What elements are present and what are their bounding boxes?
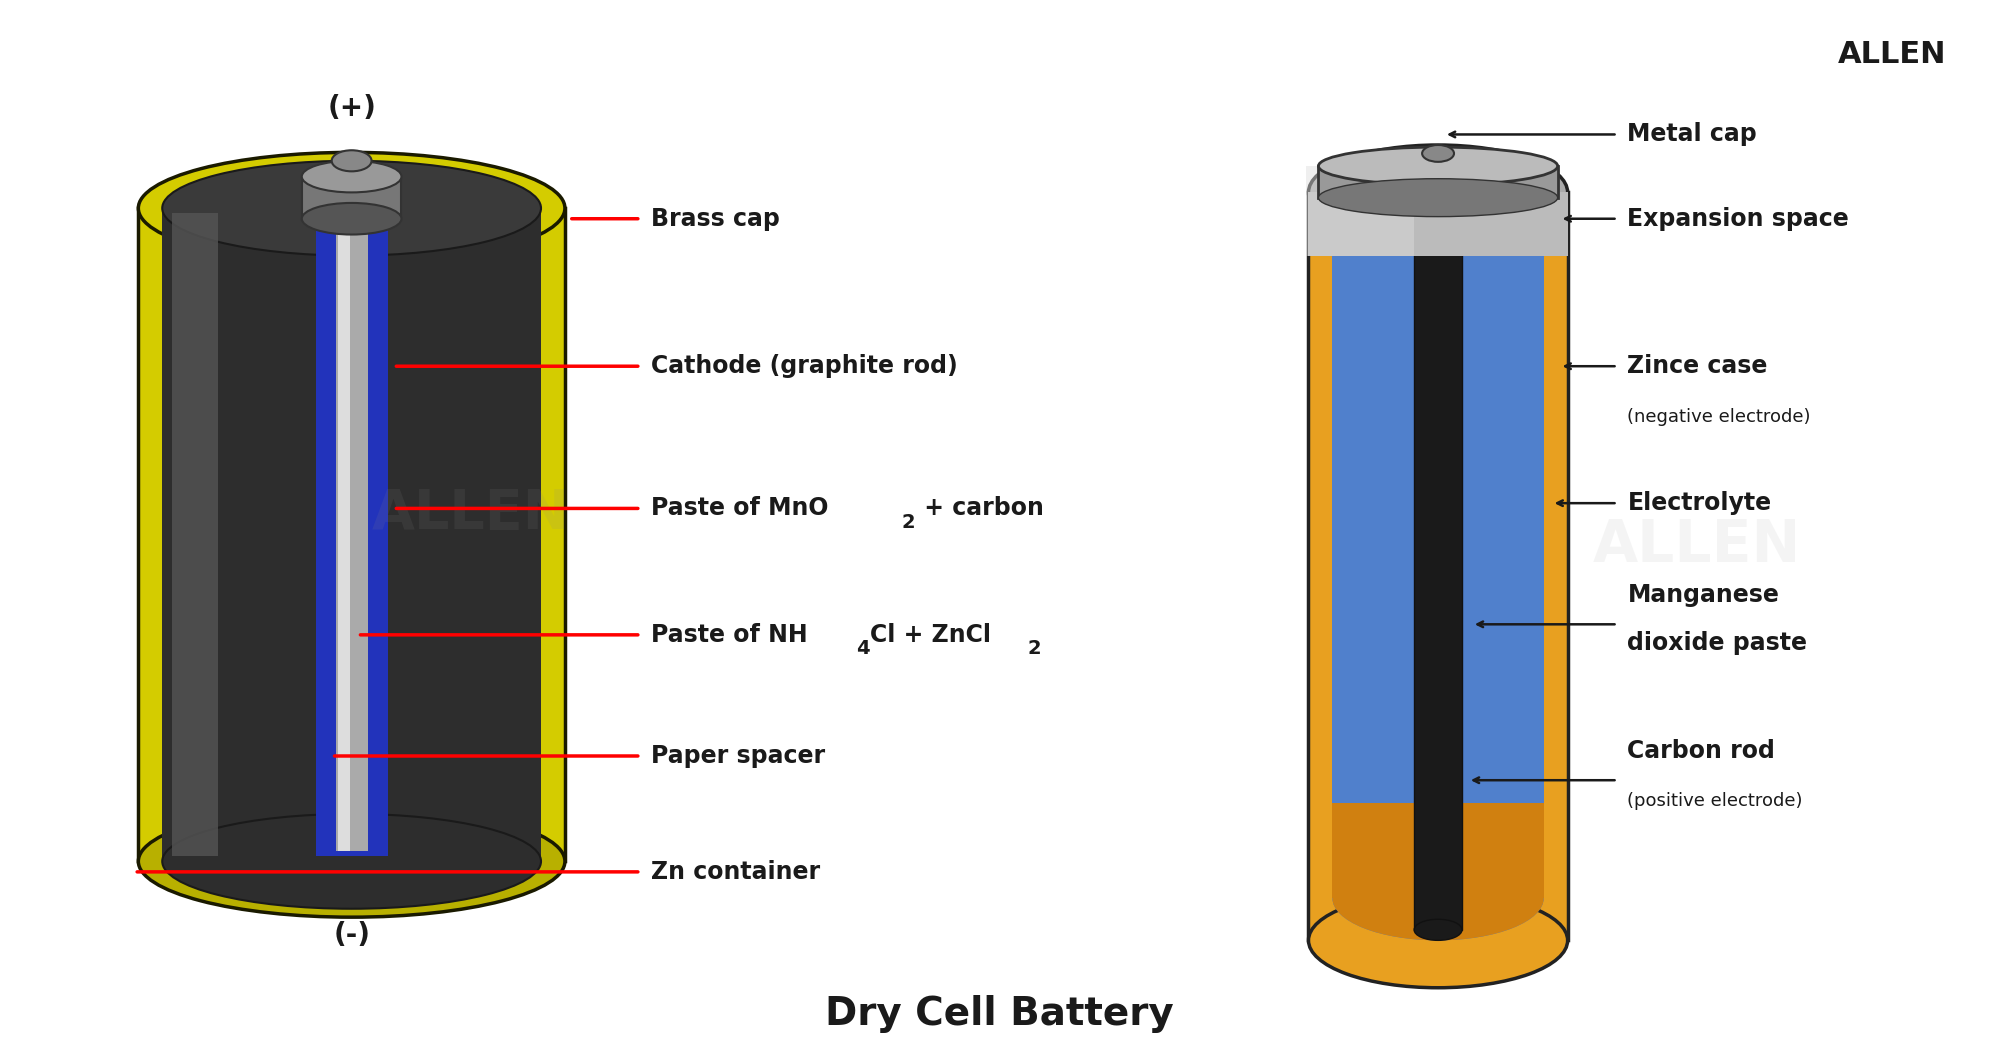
Text: Metal cap: Metal cap xyxy=(1626,123,1756,146)
Text: ALLEN: ALLEN xyxy=(372,487,569,541)
Polygon shape xyxy=(338,219,350,850)
Ellipse shape xyxy=(1319,147,1556,185)
Text: Brass cap: Brass cap xyxy=(649,207,779,231)
Polygon shape xyxy=(138,209,565,861)
Polygon shape xyxy=(1413,172,1461,930)
Text: (+): (+) xyxy=(328,94,376,122)
Text: (-): (-) xyxy=(334,921,370,949)
Text: Dry Cell Battery: Dry Cell Battery xyxy=(825,995,1173,1034)
Text: 4: 4 xyxy=(855,639,869,658)
Polygon shape xyxy=(1319,166,1556,198)
Text: Zince case: Zince case xyxy=(1626,354,1766,378)
Polygon shape xyxy=(1307,166,1413,255)
Ellipse shape xyxy=(1413,919,1461,940)
Ellipse shape xyxy=(1333,193,1542,276)
Polygon shape xyxy=(1309,193,1566,255)
Text: Paste of MnO: Paste of MnO xyxy=(649,497,827,520)
Text: Carbon rod: Carbon rod xyxy=(1626,739,1774,762)
Ellipse shape xyxy=(1333,856,1542,940)
Ellipse shape xyxy=(138,152,565,264)
Ellipse shape xyxy=(332,150,372,172)
Polygon shape xyxy=(1333,234,1542,898)
Text: 2: 2 xyxy=(901,513,915,532)
Ellipse shape xyxy=(1333,856,1542,940)
Polygon shape xyxy=(172,214,218,856)
Ellipse shape xyxy=(1413,161,1461,182)
Ellipse shape xyxy=(1309,145,1566,239)
Ellipse shape xyxy=(1309,893,1566,988)
Ellipse shape xyxy=(1319,179,1556,217)
Text: (negative electrode): (negative electrode) xyxy=(1626,408,1810,426)
Polygon shape xyxy=(1333,804,1542,898)
Text: Cl + ZnCl: Cl + ZnCl xyxy=(869,623,991,647)
Polygon shape xyxy=(1309,193,1566,940)
Ellipse shape xyxy=(302,161,402,193)
Text: Paste of NH: Paste of NH xyxy=(649,623,807,647)
Ellipse shape xyxy=(162,814,541,909)
Ellipse shape xyxy=(162,161,541,255)
Polygon shape xyxy=(302,177,402,219)
Polygon shape xyxy=(336,219,368,850)
Text: Cathode (graphite rod): Cathode (graphite rod) xyxy=(649,354,957,378)
Text: ALLEN: ALLEN xyxy=(1592,517,1800,574)
Text: (positive electrode): (positive electrode) xyxy=(1626,792,1802,810)
Polygon shape xyxy=(316,214,388,856)
Text: Electrolyte: Electrolyte xyxy=(1626,491,1770,515)
Polygon shape xyxy=(162,209,541,861)
Text: dioxide paste: dioxide paste xyxy=(1626,631,1806,656)
Text: Zn container: Zn container xyxy=(649,860,819,884)
Text: ALLEN: ALLEN xyxy=(1836,39,1946,69)
Ellipse shape xyxy=(302,203,402,234)
Text: Expansion space: Expansion space xyxy=(1626,207,1848,231)
Text: 2: 2 xyxy=(1027,639,1041,658)
Ellipse shape xyxy=(138,806,565,917)
Text: Manganese: Manganese xyxy=(1626,582,1778,607)
Text: Paper spacer: Paper spacer xyxy=(649,744,825,768)
Ellipse shape xyxy=(1421,145,1453,162)
Text: + carbon: + carbon xyxy=(915,497,1043,520)
